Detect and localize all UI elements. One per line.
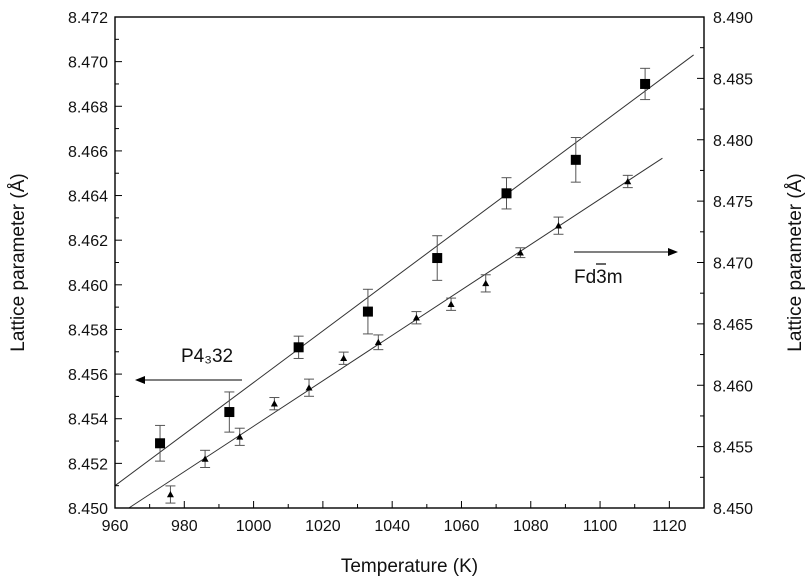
x-tick-label: 1080 — [513, 518, 549, 535]
triangle-marker — [516, 249, 524, 256]
annotation-label-fd3m: Fd3m — [574, 267, 623, 288]
triangle-marker — [412, 314, 420, 321]
triangle-marker — [305, 384, 313, 391]
x-tick-label: 1100 — [583, 518, 618, 535]
arrowhead-right-icon — [668, 248, 678, 256]
fit-line-square — [114, 54, 694, 487]
x-tick-label: 1020 — [305, 518, 341, 535]
square-marker — [640, 78, 651, 89]
x-axis-title: Temperature (K) — [341, 556, 478, 577]
left-y-tick-label: 8.454 — [68, 412, 108, 429]
left-y-tick-label: 8.452 — [68, 456, 108, 473]
left-y-axis-title: Lattice parameter (Å) — [8, 173, 29, 351]
triangle-marker — [624, 177, 632, 185]
x-tick-label: 980 — [171, 518, 198, 535]
square-marker — [155, 438, 166, 449]
triangle-marker — [166, 490, 174, 498]
x-tick-label: 960 — [102, 518, 129, 535]
x-tick-label: 1060 — [444, 518, 480, 535]
right-y-tick-label: 8.480 — [713, 133, 753, 150]
left-y-tick-label: 8.464 — [68, 189, 108, 206]
annotation-label-p4332: P4₃32 — [181, 346, 233, 367]
annotation-fd3m: Fd3m — [574, 248, 678, 288]
left-y-tick-label: 8.470 — [68, 55, 108, 72]
right-y-tick-label: 8.465 — [713, 317, 753, 334]
left-y-tick-label: 8.466 — [68, 144, 108, 161]
left-y-tick-label: 8.460 — [68, 278, 108, 295]
right-y-tick-label: 8.485 — [713, 71, 753, 88]
triangle-marker — [374, 338, 382, 346]
triangle-marker — [482, 279, 490, 287]
left-y-tick-label: 8.458 — [68, 322, 108, 339]
square-marker — [362, 306, 373, 317]
left-y-tick-label: 8.468 — [68, 99, 108, 116]
x-tick-label: 1040 — [374, 518, 410, 535]
right-y-tick-label: 8.490 — [713, 10, 753, 27]
left-y-tick-label: 8.450 — [68, 501, 108, 518]
arrowhead-left-icon — [135, 376, 145, 384]
triangle-marker — [270, 400, 278, 407]
right-y-axis-title: Lattice parameter (Å) — [785, 173, 806, 351]
axis-ticks: 960 980 1000 1020 1040 1060 1080 1100 1120 8.450 8… — [68, 10, 753, 535]
x-tick-label: 1120 — [652, 518, 687, 535]
plot-frame — [114, 16, 705, 509]
data-markers — [155, 78, 651, 498]
triangle-marker — [236, 433, 244, 440]
right-y-tick-label: 8.450 — [713, 501, 753, 518]
left-y-tick-label: 8.472 — [68, 10, 108, 27]
fit-lines — [114, 54, 694, 509]
triangle-marker — [447, 300, 455, 308]
square-marker — [224, 407, 235, 418]
square-marker — [432, 253, 443, 264]
square-marker — [293, 342, 304, 353]
annotation-p4332: P4₃32 — [135, 346, 242, 384]
square-marker — [501, 188, 512, 199]
triangle-marker — [201, 455, 209, 462]
square-marker — [570, 154, 581, 165]
x-tick-label: 1000 — [236, 518, 272, 535]
fit-line-triangle — [128, 157, 663, 509]
right-y-tick-label: 8.460 — [713, 378, 753, 395]
triangle-marker — [340, 354, 348, 362]
right-y-tick-label: 8.475 — [713, 194, 753, 211]
triangle-marker — [554, 222, 562, 229]
left-y-tick-label: 8.462 — [68, 233, 108, 250]
right-y-tick-label: 8.470 — [713, 256, 753, 273]
left-y-tick-label: 8.456 — [68, 367, 108, 384]
right-y-tick-label: 8.455 — [713, 440, 753, 457]
